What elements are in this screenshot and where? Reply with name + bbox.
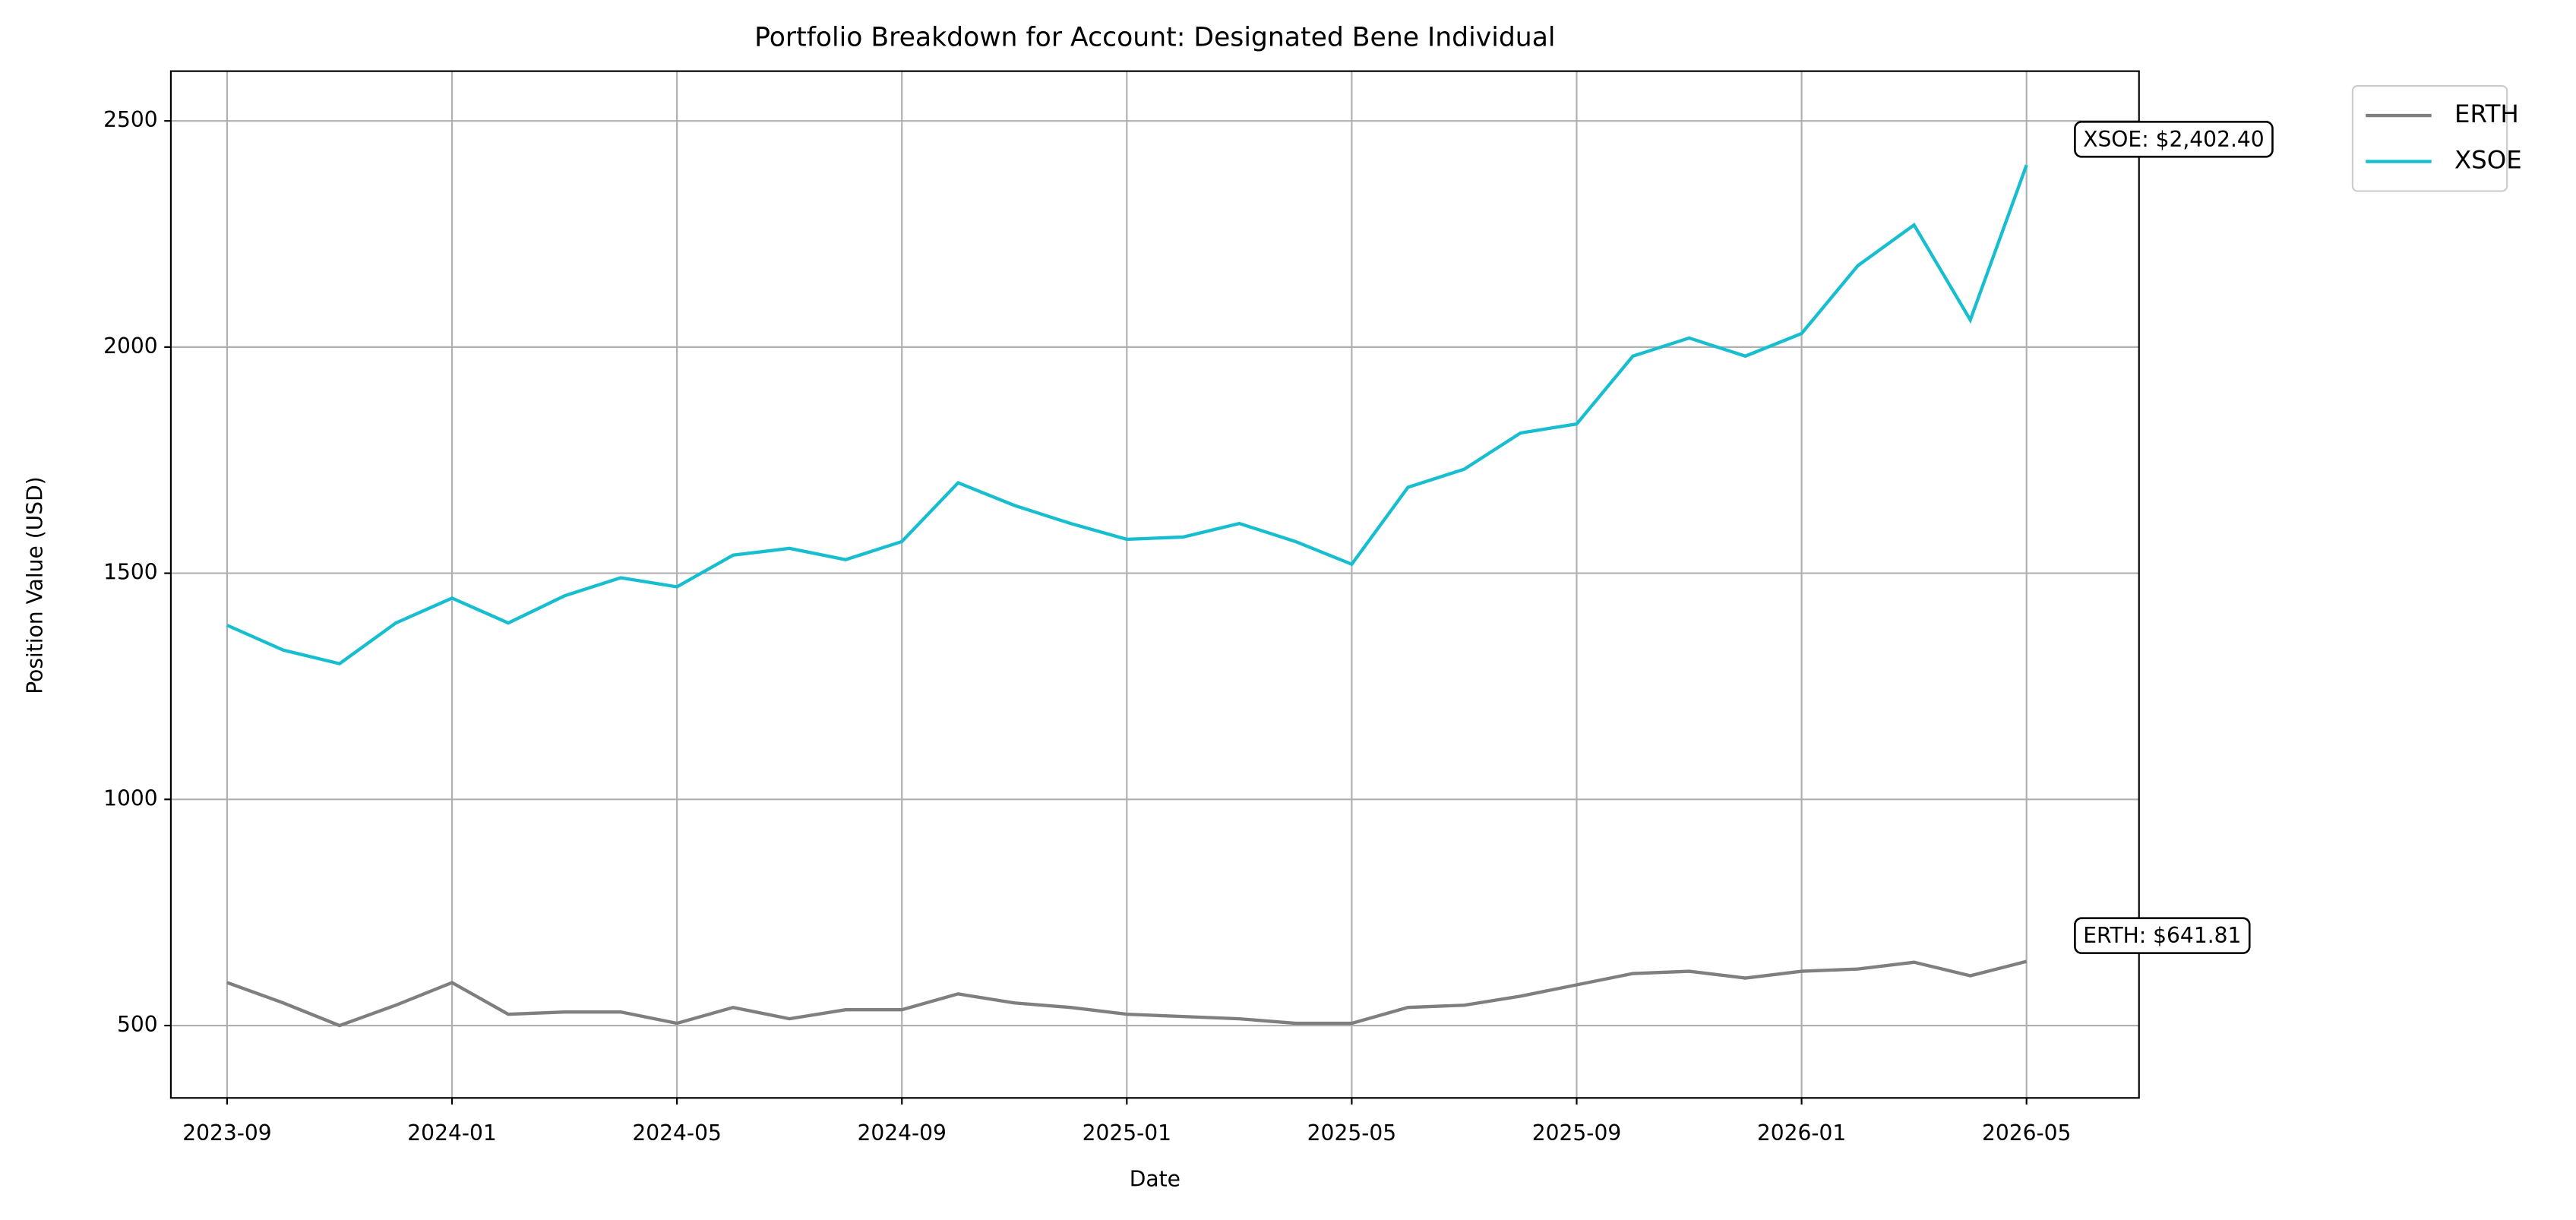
x-tick-label: 2024-01 [407, 1120, 496, 1146]
annotation-box [2074, 121, 2274, 158]
y-axis-label: Position Value (USD) [23, 476, 48, 694]
chart-title: Portfolio Breakdown for Account: Designa… [754, 22, 1555, 52]
x-tick-label: 2025-09 [1532, 1120, 1621, 1146]
y-tick-label: 500 [117, 1012, 158, 1037]
y-tick-label: 2500 [103, 107, 158, 132]
plot-frame [169, 70, 2140, 1099]
x-tick-label: 2025-05 [1307, 1120, 1396, 1146]
annotation: XSOE: $2,402.40 [2083, 127, 2264, 152]
x-axis-label: Date [1130, 1166, 1181, 1191]
annotation: ERTH: $641.81 [2083, 923, 2241, 948]
y-tick-label: 1500 [103, 560, 158, 585]
x-tick-label: 2024-09 [857, 1120, 946, 1146]
y-tick-label: 1000 [103, 785, 158, 811]
x-tick-label: 2024-05 [632, 1120, 721, 1146]
legend-label: ERTH [2454, 100, 2519, 128]
x-tick-label: 2025-01 [1083, 1120, 1171, 1146]
x-tick-label: 2026-05 [1982, 1120, 2071, 1146]
y-tick-label: 2000 [103, 333, 158, 359]
x-tick-label: 2026-01 [1757, 1120, 1846, 1146]
series-line [226, 164, 2028, 666]
legend-box [2351, 85, 2508, 192]
legend-label: XSOE [2454, 146, 2522, 175]
x-tick-label: 2023-09 [182, 1120, 271, 1146]
annotation-box [2074, 917, 2251, 954]
series-line [226, 959, 2028, 1028]
